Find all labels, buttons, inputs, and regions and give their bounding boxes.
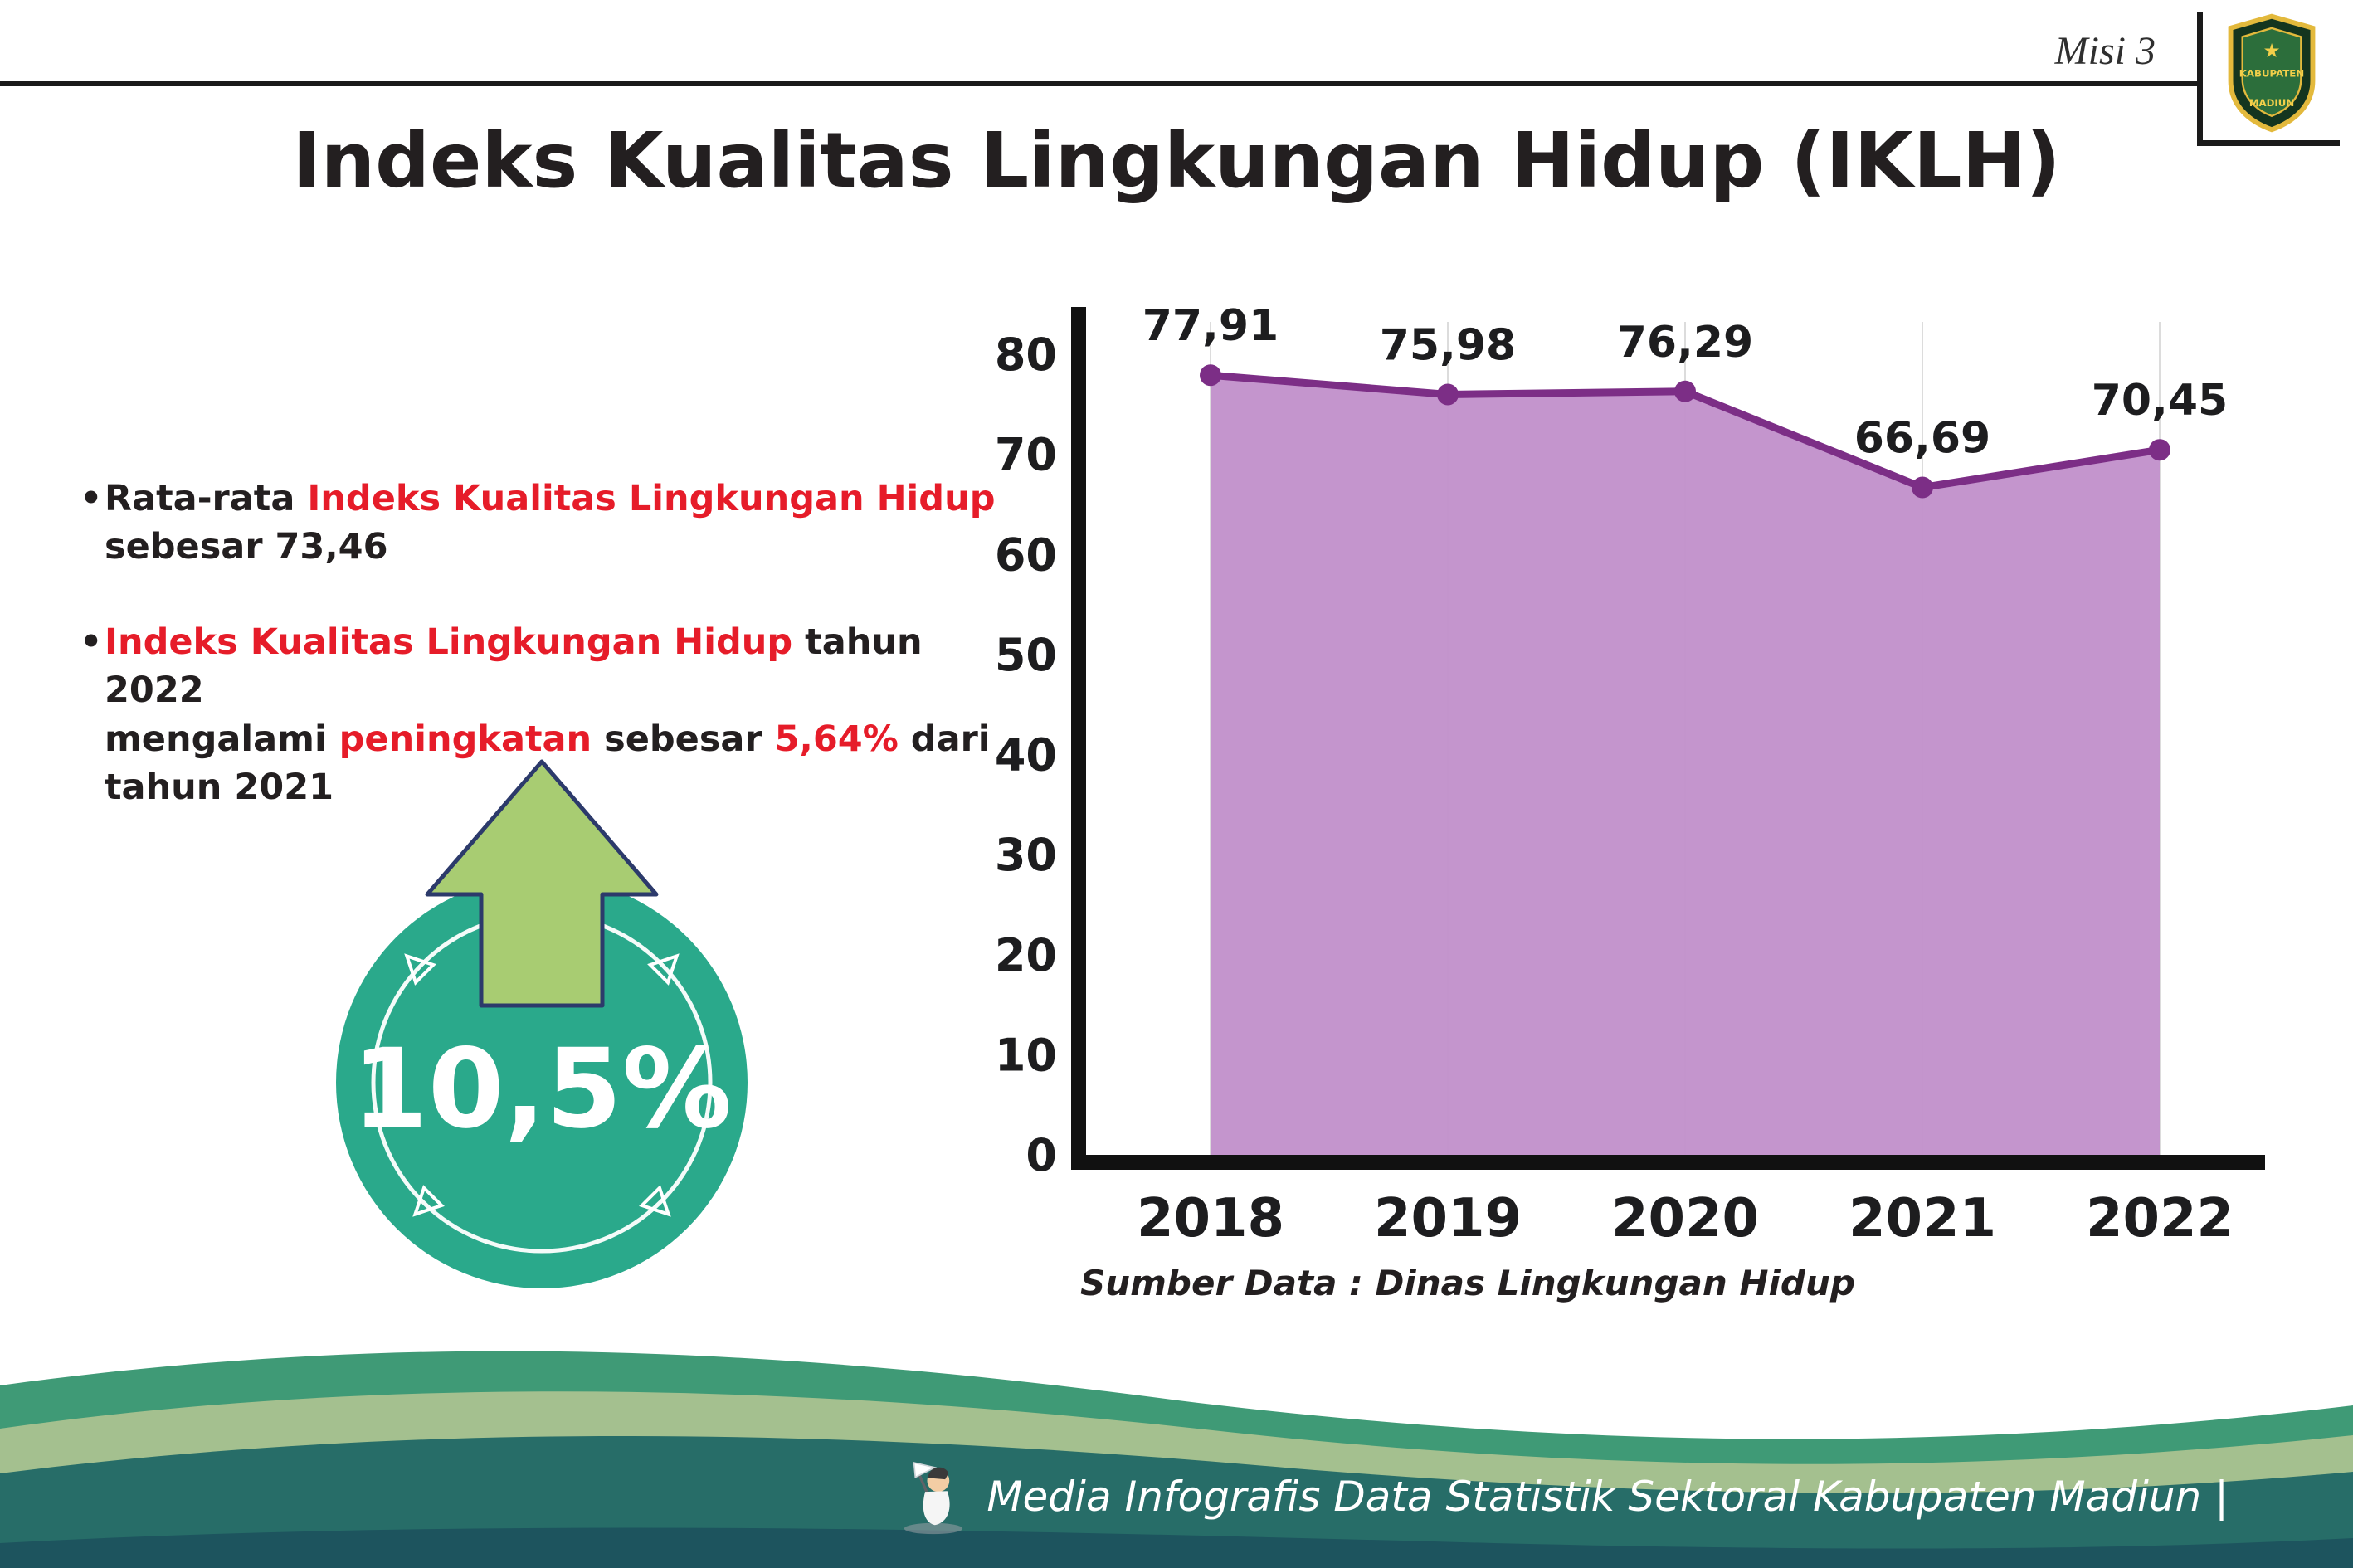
page-title: Indeks Kualitas Lingkungan Hidup (IKLH) [292,116,2061,205]
chart-point-label: 77,91 [1142,301,1279,351]
x-axis-label: 2018 [1137,1188,1284,1249]
misi-label: Misi 3 [2054,29,2156,73]
y-tick-label: 60 [995,528,1057,581]
crest-inner [2241,27,2302,117]
bullet-text-segment: Indeks Kualitas Lingkungan Hidup [105,621,793,663]
chart-point [1200,364,1221,387]
up-arrow-icon [425,759,659,1008]
bullet-dot: • [80,621,103,663]
badge-circle [336,877,748,1288]
bullet-list: • Rata-rata Indeks Kualitas Lingkungan Hi… [80,475,1001,859]
bullet-line: mengalami peningkatan sebesar 5,64% dari [105,715,1001,763]
y-tick-label: 80 [995,329,1057,381]
y-tick-label: 0 [1025,1129,1057,1181]
chart-point-label: 75,98 [1380,320,1516,370]
data-source-caption: Sumber Data : Dinas Lingkungan Hidup [1080,1263,1855,1303]
kabupaten-madiun-logo: ★ KABUPATEN MADIUN [2197,12,2340,146]
chart-point [2149,439,2170,461]
chart-point-label: 70,45 [2092,376,2228,426]
y-axis [1071,307,1086,1170]
chart-point-label: 66,69 [1854,414,1990,464]
decorative-triangle [404,953,436,986]
chart-point [1437,383,1459,406]
bullet-text-segment: sebesar [592,718,775,760]
wave-deep [0,1527,2353,1568]
y-tick-label: 10 [995,1029,1057,1081]
bullet-text-segment: tahun 2021 [105,767,334,809]
bullet-line: sebesar 73,46 [105,523,1001,571]
footer-caption: Media Infografis Data Statistik Sektoral… [987,1473,2229,1521]
chart-container: 77,91 75,98 76,29 66,69 70,45 0 10 20 30 40 50 60 70… [971,292,2315,1357]
decorative-triangle [647,953,680,986]
bullet-text-segment: Rata-rata [105,478,308,519]
bullet-line: Rata-rata Indeks Kualitas Lingkungan Hid… [105,475,1001,523]
bullet-text-segment: Indeks Kualitas Lingkungan Hidup [307,478,996,519]
y-tick-label: 20 [995,929,1057,981]
increase-badge: 10,5% [322,755,762,1298]
x-axis-label: 2019 [1374,1188,1522,1249]
y-tick-label: 30 [995,829,1057,881]
bullet-item: • Rata-rata Indeks Kualitas Lingkungan Hi… [80,475,1001,572]
crest-text-top: KABUPATEN [2239,67,2303,79]
bullet-text-segment: peningkatan [339,718,592,760]
decorative-triangle [639,1185,671,1217]
y-tick-label: 50 [995,629,1057,681]
bullet-text-segment: mengalami [105,718,339,760]
chart-area [1211,375,2160,1155]
chart-point [1674,380,1696,402]
decorative-triangle [412,1185,445,1217]
bullet-text-segment: 5,64% [774,718,899,760]
y-tick-label: 70 [995,429,1057,481]
header-rule [0,81,2197,86]
bullet-text-segment: dari [898,718,991,760]
mascot-icon [904,1461,963,1535]
x-axis-label: 2021 [1849,1188,1996,1249]
y-tick-label: 40 [995,729,1057,782]
crest-text-bottom: MADIUN [2248,97,2293,109]
iklh-area-chart: 77,91 75,98 76,29 66,69 70,45 0 10 20 30 40 50 60 70… [995,301,2265,1249]
bullet-text-segment: sebesar 73,46 [105,526,388,568]
footer-waves [0,1351,2353,1568]
increase-badge-graphic: 10,5% [336,759,748,1288]
crest-icon: ★ KABUPATEN MADIUN [2228,13,2315,132]
badge-value: 10,5% [352,1025,732,1153]
chart-point [1912,476,1933,499]
bullet-line: Indeks Kualitas Lingkungan Hidup tahun 2… [105,618,1001,715]
bullet-dot: • [80,478,103,519]
x-axis-label: 2020 [1611,1188,1759,1249]
crest-star: ★ [2263,39,2280,62]
chart-point-label: 76,29 [1617,318,1753,368]
x-axis [1071,1155,2265,1170]
footer-bar: Media Infografis Data Statistik Sektoral… [899,1458,2229,1535]
bullet-text-segment: tahun 2022 [105,621,923,712]
bullet-line: tahun 2021 [105,763,1001,811]
x-axis-label: 2022 [2086,1188,2234,1249]
bullet-item: • Indeks Kualitas Lingkungan Hidup tahun … [80,618,1001,812]
